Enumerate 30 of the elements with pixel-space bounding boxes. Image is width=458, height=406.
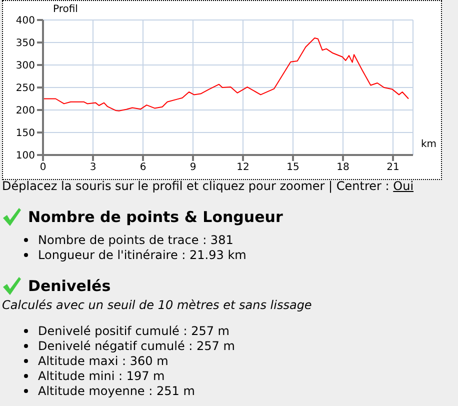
- text: Altitude moyenne : 251 m: [38, 384, 196, 398]
- text: Longueur de l'itinéraire : 21.93 km: [38, 248, 248, 262]
- text: Denivelés: [27, 276, 112, 296]
- y-tick-label: 350: [16, 38, 35, 50]
- x-tick-label: 15: [286, 162, 300, 174]
- y-tick-label: 300: [16, 60, 35, 72]
- x-tick-label: 0: [40, 162, 46, 174]
- x-tick-label: 18: [336, 162, 350, 174]
- x-tick-label: 21: [386, 162, 400, 174]
- y-tick-label: 150: [16, 128, 35, 140]
- text: Denivelé négatif cumulé : 257 m: [38, 339, 236, 353]
- y-tick-label: 250: [16, 83, 35, 94]
- text: Altitude maxi : 360 m: [38, 354, 170, 368]
- y-tick-label: 200: [16, 106, 35, 117]
- y-tick-label: 400: [16, 16, 35, 27]
- text: Oui: [393, 179, 414, 193]
- text: Calculés avec un seuil de 10 mètres et sans lissage: [2, 298, 313, 312]
- y-axis-title: Profil: [53, 4, 78, 15]
- text: Déplacez la souris sur le profil et cliquez pour zoomer | Centrer :: [2, 179, 390, 193]
- x-tick-label: 9: [190, 162, 196, 174]
- text: Nombre de points & Longueur: [27, 207, 284, 227]
- text: Nombre de points de trace : 381: [38, 233, 234, 247]
- x-tick-label: 12: [236, 162, 250, 174]
- text: Altitude mini : 197 m: [38, 369, 166, 383]
- x-tick-label: 3: [90, 162, 96, 174]
- x-axis-title: km: [421, 139, 437, 150]
- line-series: [43, 38, 409, 112]
- text: Denivelé positif cumulé : 257 m: [38, 324, 230, 338]
- y-tick-label: 100: [16, 150, 35, 162]
- x-tick-label: 6: [140, 162, 146, 174]
